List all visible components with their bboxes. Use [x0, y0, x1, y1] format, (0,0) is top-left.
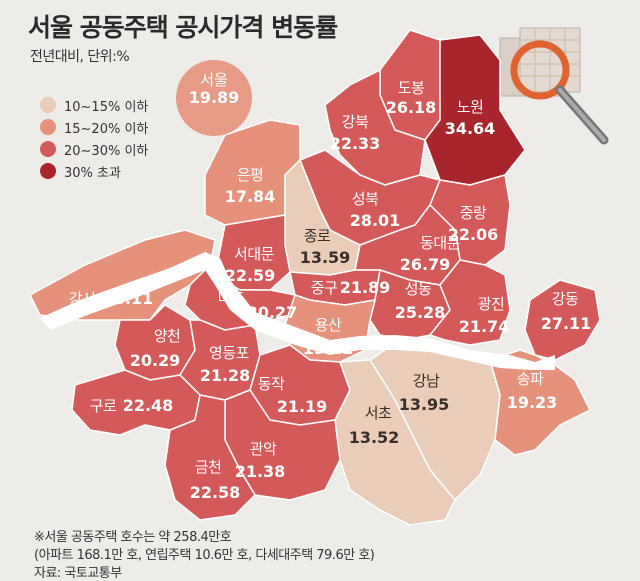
subtitle-unit: 전년대비, 단위:%	[30, 49, 130, 65]
seoul-label: 서울	[200, 71, 228, 89]
magnifying-glass-over-buildings-icon	[499, 27, 609, 145]
han-river	[40, 252, 555, 370]
district-shape-gangbuk	[324, 69, 426, 186]
legend-swatch	[40, 97, 56, 113]
legend-label: 15∼20% 이하	[64, 121, 149, 137]
page-title: 서울 공동주택 공시가격 변동률	[28, 13, 338, 42]
seoul-value: 19.89	[188, 88, 240, 108]
legend-item: 30% 초과	[40, 160, 148, 182]
district-shape-songpa	[489, 349, 591, 456]
footnote-source: 자료: 국토교통부	[34, 566, 122, 581]
district-shape-gangdong	[524, 279, 601, 361]
footnote-total: ※서울 공동주택 호수는 약 258.4만호	[34, 530, 232, 545]
legend-swatch	[40, 141, 56, 157]
legend-item: 20∼30% 이하	[40, 138, 148, 160]
legend-label: 30% 초과	[64, 165, 121, 181]
legend-swatch	[40, 119, 56, 135]
district-shape-geumcheon	[164, 394, 256, 521]
legend-item: 10∼15% 이하	[40, 94, 148, 116]
legend-swatch	[40, 163, 56, 179]
district-shape-gwangjin	[429, 259, 511, 346]
footnote-breakdown: (아파트 168.1만 호, 연립주택 10.6만 호, 다세대주택 79.6만…	[34, 548, 375, 563]
legend-item: 15∼20% 이하	[40, 116, 148, 138]
legend: 10∼15% 이하 15∼20% 이하 20∼30% 이하 30% 초과	[40, 94, 148, 182]
seoul-average-badge: 서울 19.89	[176, 60, 252, 136]
legend-label: 10∼15% 이하	[64, 99, 149, 115]
legend-label: 20∼30% 이하	[64, 143, 149, 159]
